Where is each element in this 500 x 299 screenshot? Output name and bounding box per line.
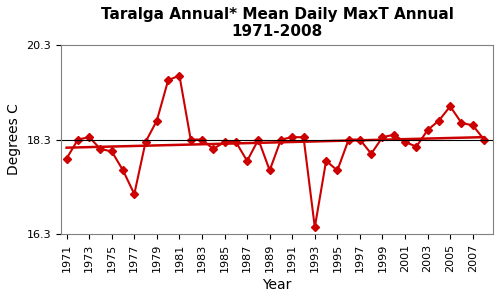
X-axis label: Year: Year [262,278,292,292]
Title: Taralga Annual* Mean Daily MaxT Annual
1971-2008: Taralga Annual* Mean Daily MaxT Annual 1… [100,7,454,39]
Y-axis label: Degrees C: Degrees C [7,103,21,176]
